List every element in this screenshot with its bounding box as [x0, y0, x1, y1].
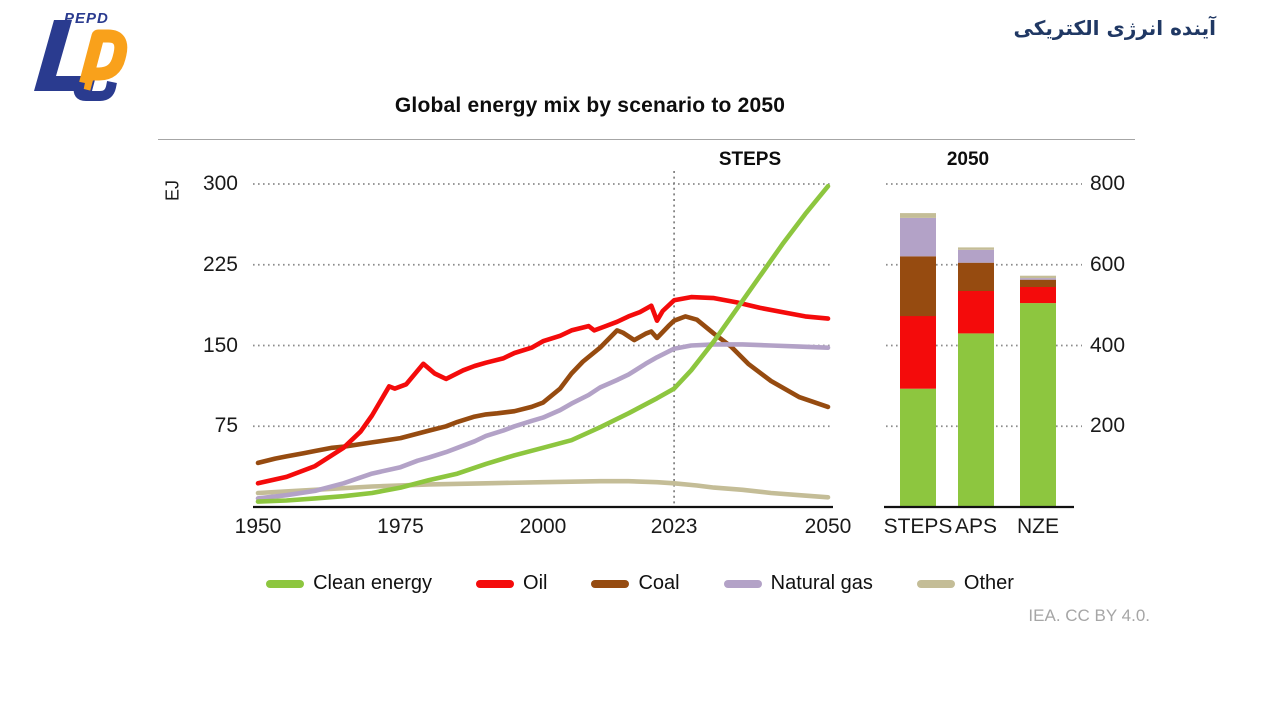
attribution: IEA. CC BY 4.0.	[1028, 606, 1150, 625]
logo-blue-shape	[34, 20, 96, 91]
legend-label-natural-gas: Natural gas	[770, 572, 873, 594]
legend-item-clean-energy: Clean energy	[266, 572, 432, 595]
x-axis-tick-1975: 1975	[377, 515, 424, 538]
chart-title: Global energy mix by scenario to 2050	[394, 94, 786, 117]
bar-nze-other	[1020, 275, 1056, 279]
bar-nze-coal	[1020, 279, 1056, 287]
steps-annotation: STEPS	[718, 149, 782, 170]
legend: Clean energy Oil Coal Natural gas Other	[0, 572, 1280, 595]
bar-steps-oil	[900, 316, 936, 389]
right-axis-tick-400: 400	[1090, 333, 1126, 357]
bar-steps-natural-gas	[900, 217, 936, 257]
right-axis-tick-600: 600	[1090, 252, 1126, 276]
logo-orange-shape	[77, 29, 128, 91]
bar-nze-clean-energy	[1020, 303, 1056, 507]
left-axis-tick-300: 300	[202, 172, 238, 195]
bar-category-label-steps: STEPS	[883, 515, 953, 538]
bar-aps-coal	[958, 262, 994, 291]
oil-swatch-icon	[476, 579, 515, 588]
legend-label-other: Other	[963, 572, 1014, 594]
natural-gas-swatch-icon	[723, 579, 762, 588]
other-swatch-icon	[916, 579, 955, 588]
line-oil	[255, 294, 831, 486]
right-axis-tick-200: 200	[1090, 414, 1126, 438]
logo-blue-hook	[73, 81, 117, 101]
bar-steps-other	[900, 213, 936, 218]
legend-label-oil: Oil	[523, 572, 548, 594]
legend-item-coal: Coal	[591, 572, 680, 595]
bar-steps-clean-energy	[900, 388, 936, 507]
bar-aps-natural-gas	[958, 249, 994, 263]
bar-category-label-aps: APS	[954, 515, 998, 538]
legend-item-natural-gas: Natural gas	[723, 572, 873, 595]
left-axis-tick-225: 225	[202, 252, 238, 276]
coal-swatch-icon	[591, 579, 630, 588]
left-axis-tick-75: 75	[214, 414, 238, 438]
line-coal	[255, 314, 831, 466]
bar-category-label-nze: NZE	[1017, 515, 1059, 538]
legend-item-other: Other	[916, 572, 1014, 595]
x-axis-tick-2023: 2023	[650, 515, 698, 538]
line-clean-energy	[255, 183, 831, 504]
pepd-logo: PEPD	[14, 4, 134, 104]
bar-panel-title: 2050	[946, 149, 990, 170]
left-axis-tick-150: 150	[202, 333, 238, 357]
bar-nze-oil	[1020, 287, 1056, 304]
x-axis-tick-2050: 2050	[804, 515, 852, 538]
legend-item-oil: Oil	[476, 572, 547, 595]
x-axis-tick-2000: 2000	[519, 515, 567, 538]
pepd-logo-mark	[34, 20, 128, 101]
bar-aps-clean-energy	[958, 333, 994, 507]
clean-energy-swatch-icon	[266, 579, 305, 588]
bar-nze-natural-gas	[1020, 278, 1056, 280]
legend-label-coal: Coal	[638, 572, 680, 594]
line-natural-gas	[255, 342, 831, 501]
logo-wordmark: PEPD	[64, 10, 109, 27]
x-axis-tick-1950: 1950	[234, 515, 282, 538]
bar-aps-other	[958, 247, 994, 250]
bar-aps-oil	[958, 291, 994, 334]
title-divider	[158, 139, 1135, 140]
legend-label-clean-energy: Clean energy	[313, 572, 433, 594]
bar-steps-coal	[900, 256, 936, 317]
farsi-title: آینده انرژی الکتریکی	[1013, 16, 1216, 40]
right-axis-tick-800: 800	[1090, 172, 1126, 195]
